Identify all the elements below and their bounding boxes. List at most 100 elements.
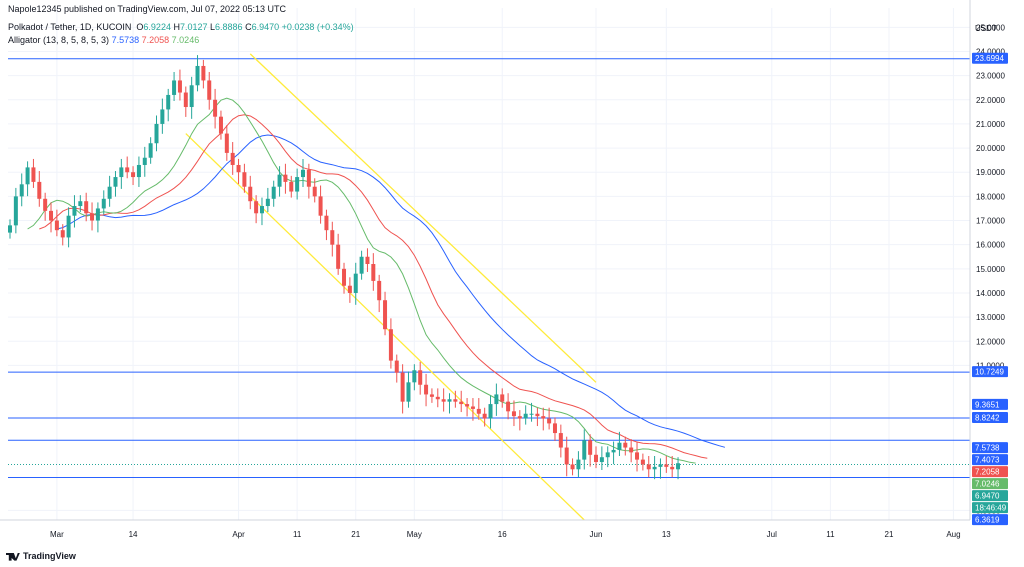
candle-body <box>511 411 516 417</box>
candle-body <box>447 399 452 402</box>
candle-body <box>125 167 130 173</box>
candle-body <box>547 418 552 424</box>
candle-body <box>113 177 118 187</box>
candle-body <box>131 172 136 178</box>
candle-body <box>248 186 253 202</box>
open-value: 6.9224 <box>143 22 171 32</box>
candle-body <box>72 206 77 216</box>
alligator-lips-line <box>27 97 696 464</box>
indicator-name: Alligator (13, 8, 5, 8, 5, 3) <box>8 35 110 45</box>
price-label-bg <box>972 52 1008 64</box>
tradingview-logo[interactable]: TradingView <box>6 551 76 561</box>
candle-body <box>482 413 487 419</box>
price-label-bg <box>972 398 1008 410</box>
candle-body <box>623 442 628 448</box>
tradingview-logo-icon <box>6 552 20 561</box>
price-label-bg <box>972 478 1008 490</box>
candle-body <box>201 65 206 81</box>
price-label-bg <box>972 514 1008 526</box>
candle-body <box>418 370 423 385</box>
candle-body <box>564 447 569 465</box>
candle-body <box>324 215 329 231</box>
teeth-value: 7.2058 <box>141 35 170 45</box>
y-tick-label: 24.0000 <box>976 47 1005 56</box>
candle-body <box>570 464 575 470</box>
candle-body <box>136 164 141 178</box>
horizontal-levels[interactable] <box>8 58 970 478</box>
lips-value: 7.0246 <box>171 35 200 45</box>
candle-body <box>19 184 24 197</box>
candle-body <box>588 440 593 455</box>
alligator-jaw-line <box>56 134 726 448</box>
footer: TradingView <box>0 548 1024 567</box>
price-label-bg <box>972 502 1008 514</box>
y-tick-label: 11.0000 <box>976 361 1005 370</box>
candle-body <box>142 157 147 165</box>
candle-body <box>576 459 581 470</box>
candle-body <box>470 406 475 409</box>
candle-body <box>271 186 276 199</box>
candle-body <box>529 413 534 415</box>
candle-body <box>383 300 388 330</box>
candle-body <box>259 206 264 214</box>
candle-body <box>506 401 511 412</box>
price-label: 7.5738 <box>975 444 1000 453</box>
candle-body <box>582 440 587 460</box>
candle-body <box>605 452 610 458</box>
candle-body <box>25 167 30 185</box>
candle-body <box>365 256 370 264</box>
price-label-bg <box>972 466 1008 478</box>
y-tick-label: 23.0000 <box>976 72 1005 81</box>
candle-body <box>242 172 247 187</box>
candle-body <box>635 452 640 460</box>
price-label: 23.6994 <box>975 54 1004 63</box>
candle-body <box>494 394 499 405</box>
x-tick-label: Apr <box>232 530 245 539</box>
price-label: 18:46:49 <box>975 504 1007 513</box>
indicator-legend[interactable]: Alligator (13, 8, 5, 8, 5, 3) 7.5738 7.2… <box>8 35 199 45</box>
x-tick-label: 11 <box>826 530 835 539</box>
candle-body <box>400 372 405 402</box>
candle-body <box>488 404 493 419</box>
x-tick-label: 14 <box>129 530 138 539</box>
candle-body <box>8 225 12 233</box>
x-tick-label: 13 <box>662 530 671 539</box>
y-tick-label: 20.0000 <box>976 144 1005 153</box>
x-tick-label: Mar <box>50 530 64 539</box>
y-tick-label: 18.0000 <box>976 192 1005 201</box>
symbol-name[interactable]: Polkadot / Tether, 1D, KUCOIN <box>8 22 132 32</box>
y-tick-label: 13.0000 <box>976 313 1005 322</box>
candle-body <box>301 169 305 178</box>
price-label-bg <box>972 442 1008 454</box>
candle-body <box>154 123 159 144</box>
candle-body <box>453 399 458 402</box>
y-tick-label: 17.0000 <box>976 217 1005 226</box>
candle-body <box>90 213 95 221</box>
candle-body <box>119 167 124 178</box>
candle-body <box>330 230 335 245</box>
price-label: 6.9470 <box>975 492 1000 501</box>
candle-body <box>594 454 598 463</box>
symbol-ohlc-line: Polkadot / Tether, 1D, KUCOIN O6.9224 H7… <box>8 22 354 32</box>
jaw-value: 7.5738 <box>111 35 140 45</box>
price-label: 10.7249 <box>975 368 1004 377</box>
time-axis[interactable]: Mar 14 Apr 11 21 May 16 Jun 13 Jul 11 21 Aug <box>50 530 961 539</box>
x-tick-label: Jul <box>767 530 777 539</box>
price-axis[interactable]: 5.000011.000012.000013.000014.000015.000… <box>976 23 1005 515</box>
candle-body <box>617 442 622 450</box>
candle-body <box>646 464 651 470</box>
chart-header: Napole12345 published on TradingView.com… <box>0 0 970 46</box>
candle-body <box>66 215 71 238</box>
high-value: 7.0127 <box>179 22 208 32</box>
candle-body <box>552 423 557 434</box>
y-tick-label: 22.0000 <box>976 96 1005 105</box>
price-label-bg <box>972 490 1008 502</box>
change-value: +0.0238 (+0.34%) <box>281 22 354 32</box>
candle-body <box>629 447 634 453</box>
y-tick-label: 15.0000 <box>976 265 1005 274</box>
candle-body <box>336 244 341 269</box>
price-label-bg <box>972 411 1008 423</box>
candle-body <box>500 394 505 402</box>
candle-body <box>435 396 440 400</box>
